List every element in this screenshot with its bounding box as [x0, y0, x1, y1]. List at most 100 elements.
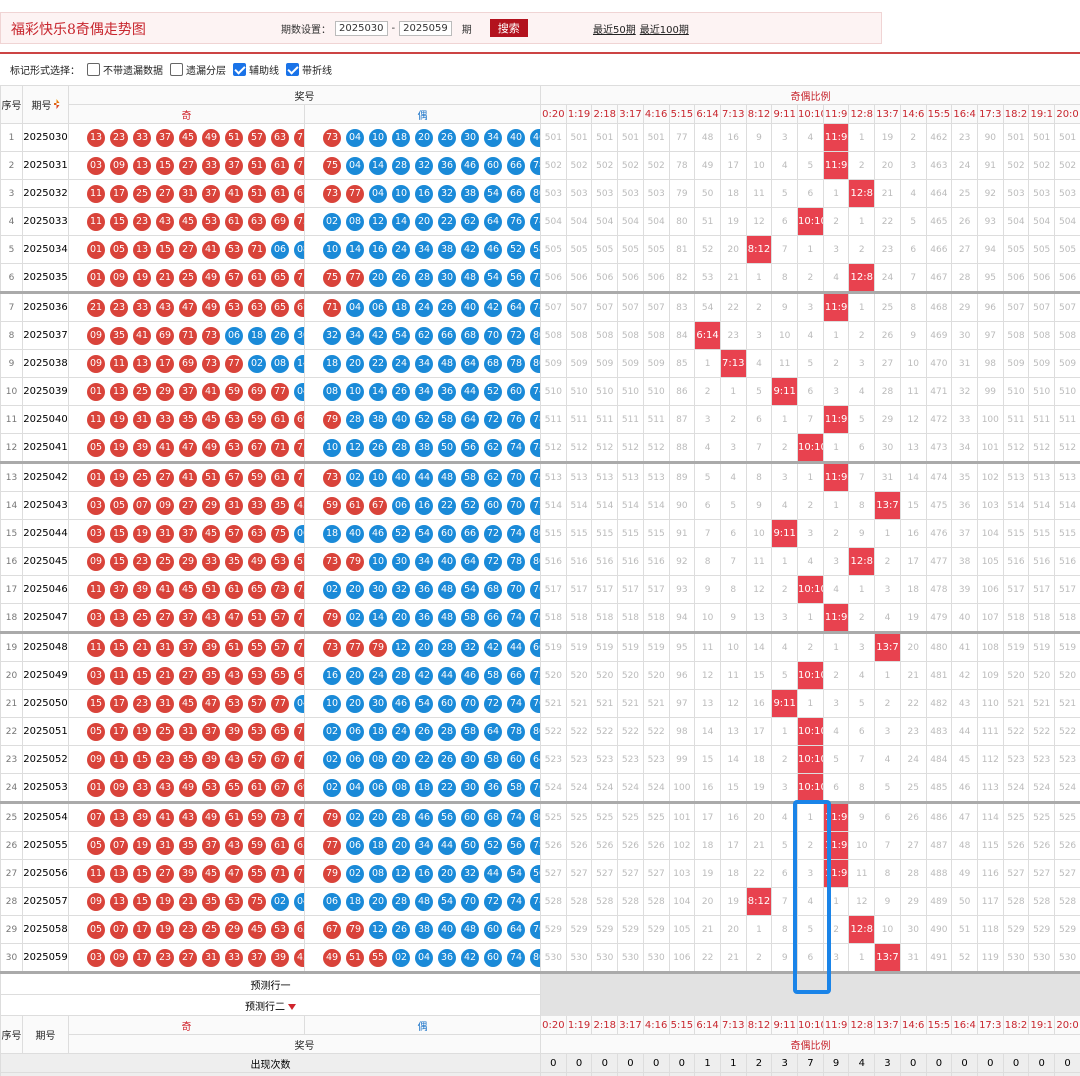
recent-link[interactable]: 最近100期: [639, 25, 689, 36]
miss-cell: 522: [1054, 717, 1080, 746]
miss-cell: 509: [540, 349, 567, 378]
miss-cell: 2: [822, 349, 850, 378]
period-cell: 2025050: [22, 689, 69, 718]
ball: 06: [294, 524, 304, 543]
ball: 20: [346, 694, 364, 713]
ball: 37: [179, 608, 197, 627]
index-cell: 27: [0, 859, 23, 888]
miss-cell: 505: [1002, 235, 1030, 264]
stat-cell: 0: [976, 1053, 1004, 1073]
ball: 53: [225, 298, 243, 317]
index-cell: 23: [0, 745, 23, 774]
miss-cell: 502: [1054, 151, 1080, 180]
miss-cell: 525: [1028, 802, 1056, 832]
ball: 38: [438, 240, 456, 259]
ball: 20: [369, 892, 387, 911]
ball: 16: [323, 666, 341, 685]
data-row: 1920250481115213137395155577173777912202…: [0, 632, 1080, 662]
miss-cell: 9: [771, 292, 799, 322]
period-from-input[interactable]: 2025030: [335, 20, 388, 36]
data-row: 2920250580507171923252945536567791226384…: [0, 915, 1080, 944]
ball: 76: [530, 778, 540, 797]
miss-cell: 37: [951, 519, 978, 548]
miss-cell: 516: [1054, 547, 1080, 576]
ball: 74: [507, 892, 525, 911]
ball: 64: [484, 722, 502, 741]
period-to-input[interactable]: 2025059: [399, 20, 452, 36]
search-button[interactable]: 搜索: [489, 19, 528, 37]
ratio-header: 1:19: [565, 104, 593, 124]
ball: 33: [248, 496, 266, 515]
miss-cell: 513: [540, 462, 567, 492]
miss-cell: 528: [1028, 887, 1056, 916]
ball: 65: [271, 722, 289, 741]
ball: 37: [179, 382, 197, 401]
checkbox[interactable]: [87, 63, 100, 76]
miss-cell: 524: [1054, 773, 1080, 804]
miss-cell: 38: [951, 547, 978, 576]
miss-cell: 4: [694, 433, 721, 464]
period-cell: 2025047: [22, 603, 69, 634]
miss-cell: 520: [617, 661, 644, 690]
ball: 55: [248, 864, 266, 883]
ratio-hit: 12:8: [848, 263, 876, 294]
ball: 28: [392, 156, 410, 175]
miss-cell: 502: [1028, 151, 1056, 180]
miss-cell: 503: [1002, 179, 1030, 208]
recent-link[interactable]: 最近50期: [593, 25, 636, 36]
ball: 48: [415, 892, 433, 911]
ball: 19: [133, 268, 151, 287]
miss-cell: 7: [874, 831, 901, 860]
miss-cell: 116: [976, 859, 1004, 888]
ball: 52: [484, 836, 502, 855]
miss-cell: 4: [874, 745, 901, 774]
ball: 16: [415, 184, 433, 203]
miss-cell: 4: [771, 151, 799, 180]
ball: 77: [323, 836, 341, 855]
ratio-header: 2:18: [591, 104, 619, 124]
ball: 57: [248, 750, 266, 769]
miss-cell: 51: [694, 207, 721, 236]
miss-cell: 510: [591, 377, 619, 406]
miss-cell: 16: [694, 773, 721, 804]
miss-cell: 52: [694, 235, 721, 264]
stat-cell: 7: [797, 1072, 824, 1076]
miss-cell: 9: [745, 123, 773, 152]
miss-cell: 483: [925, 717, 953, 746]
ball: 41: [225, 184, 243, 203]
miss-cell: 504: [617, 207, 644, 236]
ball: 67: [294, 184, 304, 203]
ball: 71: [271, 864, 289, 883]
checkbox[interactable]: [286, 63, 299, 76]
ball: 45: [248, 920, 266, 939]
checkbox[interactable]: [233, 63, 246, 76]
miss-cell: 506: [1002, 263, 1030, 294]
predict-cell: [976, 994, 1004, 1016]
miss-cell: 1: [771, 717, 799, 746]
ball: 74: [507, 694, 525, 713]
checkbox[interactable]: [170, 63, 183, 76]
miss-cell: 8: [694, 547, 721, 576]
data-row: 1120250401119313335455359616979283840525…: [0, 405, 1080, 434]
miss-cell: 22: [874, 207, 901, 236]
ball: 57: [225, 524, 243, 543]
index-cell: 2: [0, 151, 23, 180]
miss-cell: 16: [719, 123, 747, 152]
even-balls: 73021040444858627074: [304, 462, 541, 492]
predict-cell: [1002, 972, 1030, 995]
ratio-header: 4:16: [642, 104, 670, 124]
miss-cell: 15: [745, 661, 773, 690]
ratio-header: 9:11: [771, 1015, 799, 1035]
stat-cell: 0: [565, 1053, 593, 1073]
miss-cell: 513: [565, 462, 593, 492]
ball: 02: [346, 608, 364, 627]
miss-cell: 2: [848, 603, 876, 634]
ball: 30: [461, 750, 479, 769]
miss-cell: 2: [822, 661, 850, 690]
miss-cell: 46: [951, 773, 978, 804]
miss-cell: 506: [642, 263, 670, 294]
miss-cell: 21: [745, 831, 773, 860]
miss-cell: 512: [565, 433, 593, 464]
miss-cell: 522: [591, 717, 619, 746]
ball: 11: [87, 580, 105, 599]
